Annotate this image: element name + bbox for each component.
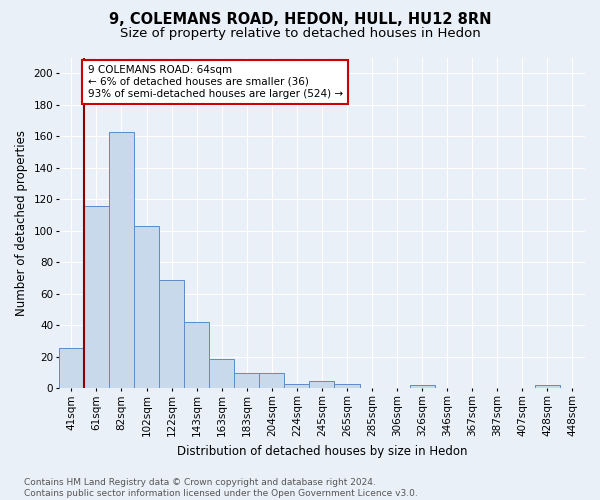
- Text: Size of property relative to detached houses in Hedon: Size of property relative to detached ho…: [119, 28, 481, 40]
- Bar: [134, 226, 159, 388]
- X-axis label: Distribution of detached houses by size in Hedon: Distribution of detached houses by size …: [176, 444, 467, 458]
- Bar: [310, 380, 334, 388]
- Bar: [535, 386, 560, 388]
- Bar: [109, 132, 134, 388]
- Bar: [84, 206, 109, 388]
- Bar: [334, 384, 359, 388]
- Text: Contains HM Land Registry data © Crown copyright and database right 2024.
Contai: Contains HM Land Registry data © Crown c…: [24, 478, 418, 498]
- Bar: [284, 384, 310, 388]
- Text: 9, COLEMANS ROAD, HEDON, HULL, HU12 8RN: 9, COLEMANS ROAD, HEDON, HULL, HU12 8RN: [109, 12, 491, 28]
- Bar: [59, 348, 84, 389]
- Bar: [234, 372, 259, 388]
- Bar: [159, 280, 184, 388]
- Bar: [410, 386, 434, 388]
- Y-axis label: Number of detached properties: Number of detached properties: [15, 130, 28, 316]
- Bar: [209, 358, 234, 388]
- Bar: [184, 322, 209, 388]
- Bar: [259, 372, 284, 388]
- Text: 9 COLEMANS ROAD: 64sqm
← 6% of detached houses are smaller (36)
93% of semi-deta: 9 COLEMANS ROAD: 64sqm ← 6% of detached …: [88, 66, 343, 98]
